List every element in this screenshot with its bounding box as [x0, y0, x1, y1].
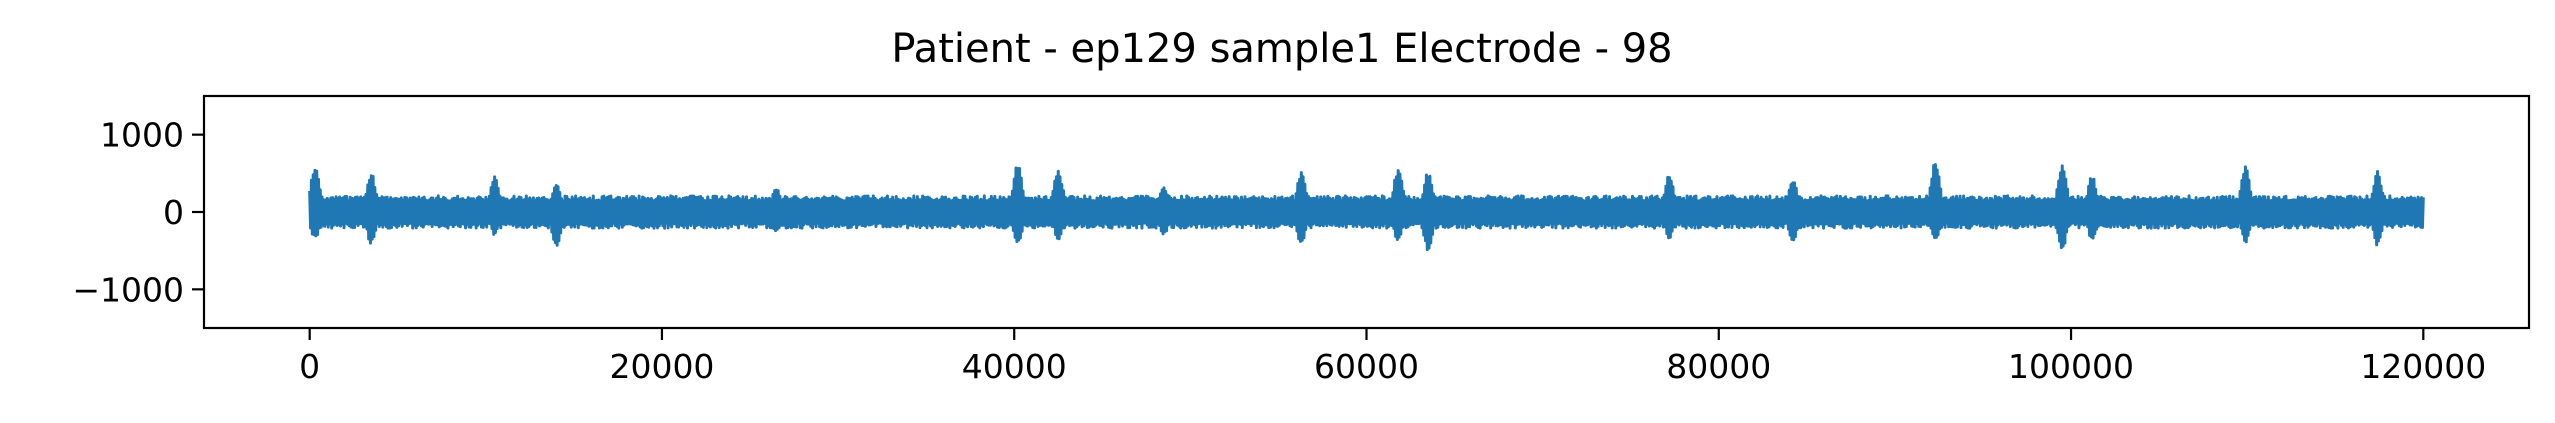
- x-tick-label: 120000: [2360, 347, 2486, 386]
- signal-line: [308, 163, 2425, 252]
- x-tick-label: 80000: [1666, 347, 1771, 386]
- x-tick-label: 60000: [1314, 347, 1419, 386]
- chart-title: Patient - ep129 sample1 Electrode - 98: [891, 26, 1672, 72]
- x-tick-label: 40000: [962, 347, 1067, 386]
- y-tick-label: −1000: [72, 270, 184, 309]
- x-tick-label: 20000: [609, 347, 714, 386]
- x-tick-label: 100000: [2008, 347, 2134, 386]
- y-tick-label: 1000: [100, 116, 184, 155]
- x-tick-label: 0: [299, 347, 320, 386]
- y-tick-label: 0: [163, 193, 184, 232]
